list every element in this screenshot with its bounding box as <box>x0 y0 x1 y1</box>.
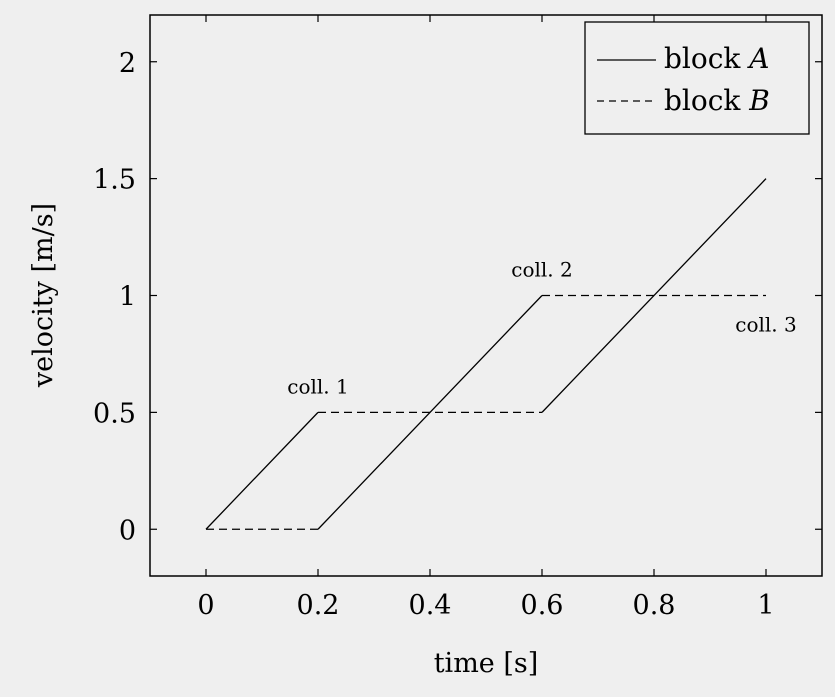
legend-label-block-a: block <box>664 42 749 75</box>
legend: block A block B <box>584 21 810 135</box>
x-tick-label: 1 <box>757 590 774 621</box>
y-tick-label: 0 <box>119 515 136 546</box>
block-a-segment-1 <box>205 411 319 530</box>
y-tick-label: 0.5 <box>93 398 136 429</box>
x-tick-label: 0.2 <box>297 590 340 621</box>
annotation-collision-1: coll. 1 <box>287 374 348 398</box>
legend-var-block-b: B <box>748 84 770 117</box>
x-tick-label: 0 <box>197 590 214 621</box>
plot-lines <box>205 178 767 530</box>
legend-box <box>584 21 810 135</box>
legend-entry-block-b: block B <box>664 84 770 117</box>
y-tick-label: 1.5 <box>93 165 136 196</box>
x-tick-label: 0.4 <box>409 590 452 621</box>
series-block-a <box>205 178 767 530</box>
x-axis-label: time [s] <box>434 648 539 679</box>
y-tick-label: 1 <box>119 282 136 313</box>
y-axis-label: velocity [m/s] <box>28 203 59 388</box>
legend-var-block-a: A <box>746 42 769 75</box>
annotations: coll. 1 coll. 2 coll. 3 <box>287 258 796 399</box>
x-tick-label: 0.8 <box>633 590 676 621</box>
annotation-collision-3: coll. 3 <box>735 313 796 337</box>
legend-label-block-b: block <box>664 84 749 117</box>
y-tick-label: 2 <box>119 48 136 79</box>
annotation-collision-2: coll. 2 <box>511 258 572 282</box>
series-block-b <box>206 294 766 530</box>
axis-ticks: 0 0.2 0.4 0.6 0.8 1 0 0.5 1 1.5 2 <box>93 15 822 621</box>
legend-entry-block-a: block A <box>664 42 770 75</box>
x-tick-label: 0.6 <box>521 590 564 621</box>
